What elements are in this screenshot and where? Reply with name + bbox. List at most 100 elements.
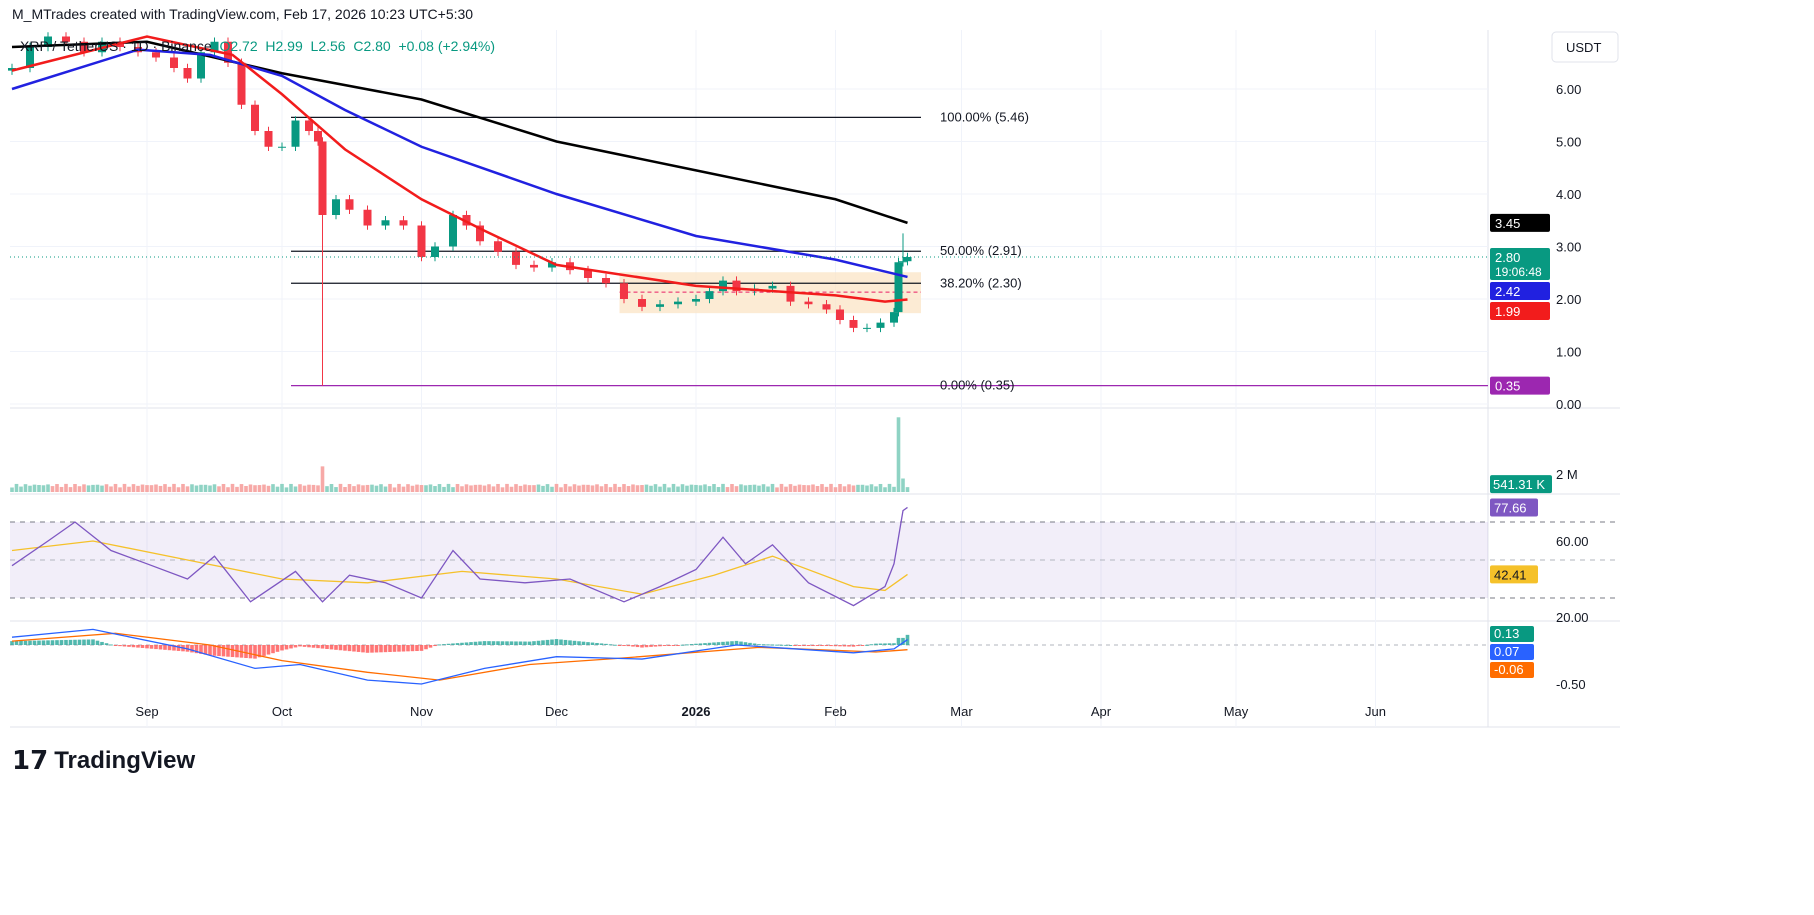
volume-bar [779,483,784,492]
macd-histogram-bar [100,641,104,645]
macd-histogram-bar [527,641,532,645]
volume-bar [815,485,820,492]
candle-body [332,199,340,215]
price-badge [1490,282,1550,300]
candle-body [44,36,52,47]
macd-badge-text: 0.13 [1494,626,1519,641]
volume-bar [401,486,406,492]
volume-bar [491,486,496,492]
candle-body [305,120,313,131]
volume-bar [482,485,487,492]
macd-histogram-bar [86,639,91,645]
macd-histogram-bar [703,643,707,645]
volume-bar [415,484,419,492]
candle-body [462,215,471,226]
price-badge-text: 1.99 [1495,304,1520,319]
macd-histogram-bar [244,645,248,658]
macd-histogram-bar [869,644,874,646]
macd-histogram-bar [226,645,230,657]
volume-bar [262,484,266,492]
volume-bar [757,485,761,492]
tradingview-logo[interactable]: 𝟭𝟳 TradingView [12,745,195,776]
open-value: O2.72 [219,38,258,54]
ma-200-line [11,40,908,225]
macd-histogram-bar [73,639,77,645]
volume-bar [829,483,833,492]
macd-histogram-bar [644,645,649,648]
candle-body [210,41,219,53]
candle-body [768,285,777,289]
volume-bar [793,485,797,492]
volume-bar [662,483,667,492]
macd-histogram-bar [784,644,788,646]
macd-histogram-bar [406,645,410,652]
volume-bar [478,484,482,492]
candle-body [237,62,246,105]
macd-histogram-bar [392,645,397,652]
volume-bar [496,483,500,492]
macd-histogram-bar [568,640,572,645]
time-tick-label: Apr [1091,704,1112,719]
symbol-name[interactable]: XRP / TetherUS · 1D · Binance [20,38,212,54]
macd-histogram-bar [505,641,509,645]
candle-body [822,304,831,310]
volume-bar [140,484,145,492]
volume-bar [559,487,563,492]
macd-histogram-bar [262,645,266,656]
price-chart[interactable]: 6.00 5.00 4.00 3.00 2.00 1.00 0.00 USDT Sep Oct No… [0,0,1814,740]
macd-histogram-bar [730,641,734,645]
macd-histogram-bar [410,645,415,652]
volume-bar [725,487,730,492]
macd-histogram-bar [491,641,496,645]
countdown-text: 19:06:48 [1495,265,1542,279]
macd-histogram-bar [815,645,820,646]
volume-bar [73,484,77,492]
macd-histogram-bar [851,645,856,647]
macd-histogram-bar [401,645,406,652]
macd-histogram-bar [248,645,253,659]
macd-histogram-bar [379,645,383,653]
volume-bar [536,484,541,492]
macd-histogram-bar [509,641,514,645]
macd-histogram-bar [622,645,626,646]
volume-bar [32,484,37,492]
candle-body [494,241,502,252]
macd-histogram-bar [217,645,221,657]
volume-bar [901,478,905,492]
macd-histogram-bar [554,639,559,645]
candle-body [705,291,714,299]
volume-bar [316,485,320,492]
macd-histogram-bar [221,645,226,657]
time-tick-label: May [1224,704,1249,719]
macd-badge [1490,662,1534,678]
volume-bar [163,484,167,492]
macd-histogram-bar [694,643,698,645]
macd-histogram-bar [325,645,329,649]
volume-bar [86,485,91,492]
macd-histogram-bar [109,644,113,646]
volume-bar [280,483,284,492]
macd-histogram-bar [901,637,905,645]
currency-button[interactable] [1551,31,1619,63]
volume-bar [104,484,109,492]
volume-bar [865,485,869,492]
volume-bar [365,484,370,492]
macd-histogram-bar [698,643,703,645]
volume-bar [194,485,199,492]
volume-bar [23,484,28,492]
volume-bar [410,485,415,492]
macd-histogram-bar [523,641,527,645]
volume-bar [226,487,230,492]
volume-bar [199,484,203,492]
macd-histogram-bar [194,645,199,654]
macd-histogram-bar [370,645,374,653]
volume-bar [257,485,262,492]
macd-histogram-bar [361,645,365,653]
macd-histogram-bar [865,644,869,646]
volume-bar [55,484,59,492]
candle-body [890,312,898,323]
volume-bar [523,484,527,492]
close-value: C2.80 [353,38,391,54]
macd-histogram-bar [469,642,473,645]
volume-bar [464,484,469,492]
